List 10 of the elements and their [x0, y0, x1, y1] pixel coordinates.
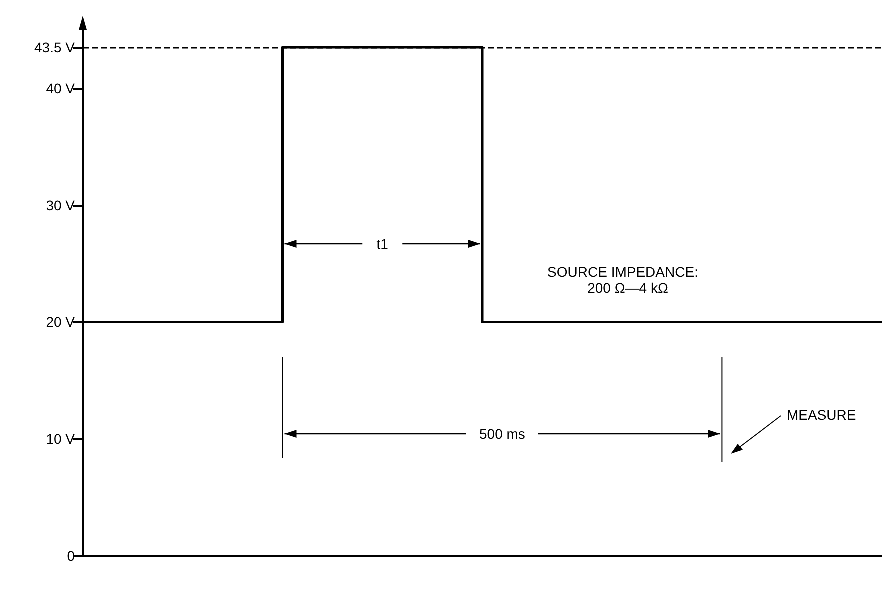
y-tick-label: 30 V [46, 197, 76, 214]
annotation: 500 ms [480, 426, 526, 442]
y-tick-label: 10 V [46, 431, 76, 448]
annotation: MEASURE [787, 407, 856, 423]
y-tick-label: 20 V [46, 314, 76, 330]
annotation: 200 Ω—4 kΩ [588, 280, 668, 296]
y-tick-label: 40 V [46, 80, 76, 96]
annotation: t1 [376, 236, 389, 252]
y-tick-label: 43.5 V [34, 40, 76, 56]
annotation: SOURCE IMPEDANCE: [548, 264, 698, 280]
